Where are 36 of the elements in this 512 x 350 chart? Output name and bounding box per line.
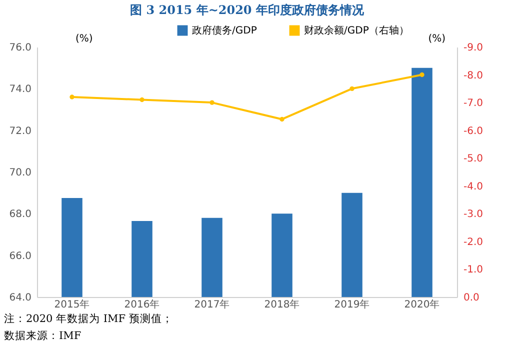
y2-tick-label: -9.0 [464,42,484,54]
y2-axis-title: (%) [428,34,446,44]
point [140,97,144,102]
text: 注：2020 年数据为 IMF 预测值； [4,312,174,327]
y-tick-label: 74.0 [9,84,32,96]
x-tick-label: 2017年 [194,298,230,310]
legend-label: 政府债务/GDP [192,24,257,37]
y2-tick-label: -4.0 [464,181,484,192]
chart-title: 图 3 2015 年~2020 年印度政府债务情况 [130,3,365,17]
point [420,72,424,78]
point [350,86,354,92]
source-note: 数据来源：IMF [4,329,82,344]
y-axis-title: (%) [76,34,93,44]
y2-tick-label: -7.0 [464,98,484,110]
y-tick-label: 70.0 [9,168,32,178]
legend-label: 财政余额/GDP（右轴） [304,24,409,37]
x-tick-label: 2020年 [404,298,440,310]
point [70,94,74,100]
y-tick-label: 64.0 [9,292,32,304]
y2-tick-label: 0.0 [464,292,480,304]
x-tick-label: 2015年 [54,298,90,310]
x-tick-label: 2019年 [334,298,370,310]
y-tick-label: 72.0 [9,126,32,137]
x-tick-label: 2016年 [124,298,160,310]
y2-tick-label: -3.0 [464,209,484,220]
y-tick-label: 66.0 [9,250,32,262]
y2-tick-label: -8.0 [464,70,484,82]
point [280,116,284,122]
point [210,100,214,105]
y2-tick-label: -5.0 [464,154,484,165]
y2-tick-label: -6.0 [464,126,484,137]
x-tick-label: 2018年 [264,298,300,310]
y-tick-label: 68.0 [9,209,32,220]
y2-tick-label: -1.0 [464,264,484,276]
y2-tick-label: -2.0 [464,236,484,248]
y-tick-label: 76.0 [9,42,32,54]
